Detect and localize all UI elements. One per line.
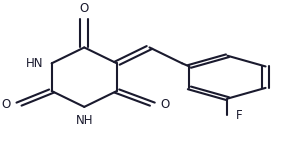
Text: O: O bbox=[161, 98, 170, 111]
Text: O: O bbox=[80, 2, 89, 15]
Text: F: F bbox=[236, 109, 243, 122]
Text: O: O bbox=[1, 98, 11, 111]
Text: NH: NH bbox=[76, 114, 93, 127]
Text: HN: HN bbox=[26, 57, 43, 70]
